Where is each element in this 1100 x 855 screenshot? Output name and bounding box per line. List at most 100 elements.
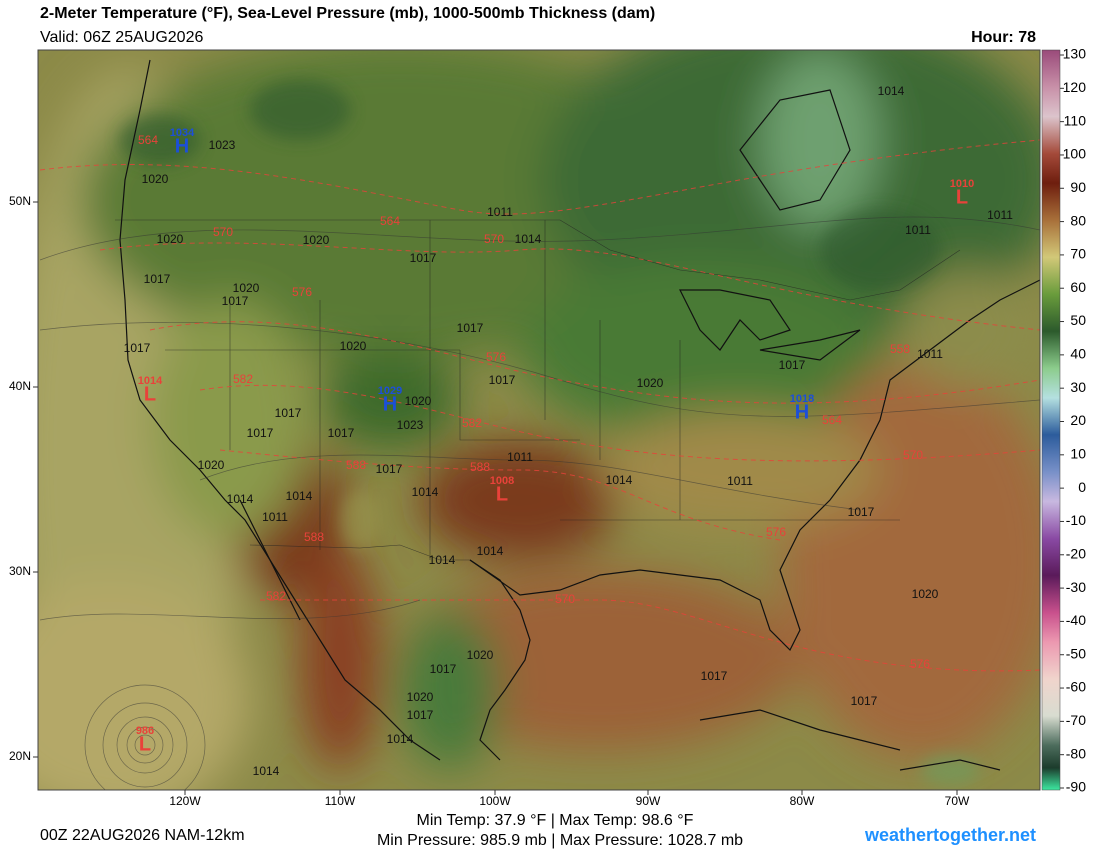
isobar-label: 1011	[507, 450, 533, 464]
isobar-label: 1017	[275, 406, 302, 420]
thickness-label: 588	[304, 530, 324, 544]
colorbar-label: 70	[1070, 246, 1086, 262]
thickness-label: 564	[138, 133, 158, 147]
coastlines	[119, 59, 1040, 771]
isobar-label: 1020	[912, 587, 939, 601]
center-symbol: L	[496, 483, 508, 505]
isobar-label: 1017	[376, 462, 403, 476]
thickness-label: 576	[910, 657, 930, 671]
isobar-label: 1011	[917, 347, 943, 361]
colorbar-label: 0	[1078, 479, 1086, 495]
thickness-label: 588	[346, 458, 366, 472]
thickness-label: 558	[890, 342, 910, 356]
center-value: 1018	[790, 393, 814, 405]
center-symbol: L	[956, 186, 968, 208]
colorbar-label: -50	[1066, 645, 1086, 661]
thickness-label: 576	[766, 525, 786, 539]
center-value: 1008	[490, 475, 514, 487]
colorbar-label: 30	[1070, 379, 1086, 395]
center-symbol: L	[144, 383, 156, 405]
colorbar-label: 120	[1063, 79, 1087, 95]
site-link[interactable]: weathertogether.net	[864, 825, 1036, 845]
isobar-label: 1014	[515, 232, 542, 246]
isobar-label: 1020	[142, 172, 169, 186]
borders	[115, 219, 961, 561]
thickness-label: 576	[486, 350, 506, 364]
thickness-label: 582	[266, 589, 286, 603]
thickness-label: 582	[462, 416, 482, 430]
colorbar-label: -30	[1066, 579, 1086, 595]
colorbar-label: 90	[1070, 179, 1086, 195]
thickness-label: 570	[484, 232, 504, 246]
isobar-label: 1014	[412, 485, 439, 499]
temp-range: Min Temp: 37.9 °F | Max Temp: 98.6 °F	[417, 812, 694, 829]
isobar-label: 1020	[233, 281, 260, 295]
colorbar-label: -40	[1066, 612, 1086, 628]
isobar-label: 1014	[387, 732, 414, 746]
thickness-label: 570	[213, 225, 233, 239]
lon-label: 80W	[790, 794, 815, 808]
model-run: 00Z 22AUG2026 NAM-12km	[40, 827, 245, 844]
isobar-label: 1017	[144, 272, 171, 286]
isobar-label: 1020	[198, 458, 225, 472]
isobar-label: 1020	[157, 232, 184, 246]
isobar-label: 1020	[405, 394, 432, 408]
isobar-label: 1020	[340, 339, 367, 353]
map-frame	[37, 49, 1041, 791]
isobar-label: 1020	[637, 376, 664, 390]
isobar-label: 1017	[848, 505, 875, 519]
forecast-hour: Hour: 78	[971, 29, 1036, 46]
colorbar-label: 130	[1063, 46, 1087, 62]
thickness-label: 564	[380, 214, 400, 228]
colorbar-label: 10	[1070, 446, 1086, 462]
isobar-label: 1011	[262, 510, 288, 524]
colorbar-label: -20	[1066, 545, 1086, 561]
lon-label: 110W	[325, 794, 356, 808]
lon-label: 90W	[636, 794, 661, 808]
isobar-label: 1011	[487, 205, 513, 219]
isobar-label: 1014	[227, 492, 254, 506]
colorbar-label: 60	[1070, 279, 1086, 295]
lat-label: 30N	[9, 564, 31, 578]
center-value: 1029	[378, 385, 402, 397]
isobar-label: 1014	[253, 764, 280, 778]
colorbar-label: -80	[1066, 745, 1086, 761]
isobar-label: 1023	[397, 418, 424, 432]
isobar-label: 1017	[489, 373, 516, 387]
isobar-label: 1017	[407, 708, 434, 722]
center-symbol: H	[175, 135, 189, 157]
colorbar-label: 100	[1063, 146, 1087, 162]
center-value: 1010	[950, 178, 974, 190]
isobar-label: 1017	[247, 426, 274, 440]
isobar-label: 1017	[779, 358, 806, 372]
valid-time: Valid: 06Z 25AUG2026	[40, 29, 203, 46]
center-symbol: H	[383, 393, 397, 415]
colorbar-label: 80	[1070, 212, 1086, 228]
isobar-label: 1020	[303, 233, 330, 247]
center-value: 986	[136, 725, 154, 737]
colorbar-label: -60	[1066, 679, 1086, 695]
center-value: 1014	[138, 375, 163, 387]
isobar-label: 1017	[328, 426, 355, 440]
isobar-label: 1011	[905, 223, 931, 237]
isobar-label: 1017	[410, 251, 437, 265]
isobar-label: 1017	[222, 294, 249, 308]
colorbar-label: -90	[1066, 779, 1086, 795]
lon-label: 100W	[479, 794, 511, 808]
colorbar-label: -70	[1066, 712, 1086, 728]
center-symbol: H	[795, 401, 809, 423]
center-value: 1034	[170, 127, 195, 139]
lat-label: 50N	[9, 194, 31, 208]
isobar-label: 1014	[429, 553, 456, 567]
isobar-label: 1017	[851, 694, 878, 708]
isobar-label: 1014	[286, 489, 313, 503]
isobar-label: 1017	[457, 321, 484, 335]
title: 2-Meter Temperature (°F), Sea-Level Pres…	[40, 5, 655, 22]
colorbar-label: 40	[1070, 346, 1086, 362]
thickness-label: 588	[470, 460, 490, 474]
thickness-lines	[39, 139, 1040, 672]
colorbar-label: -10	[1066, 512, 1086, 528]
isobar-label: 1014	[606, 473, 633, 487]
center-symbol: L	[139, 733, 151, 755]
